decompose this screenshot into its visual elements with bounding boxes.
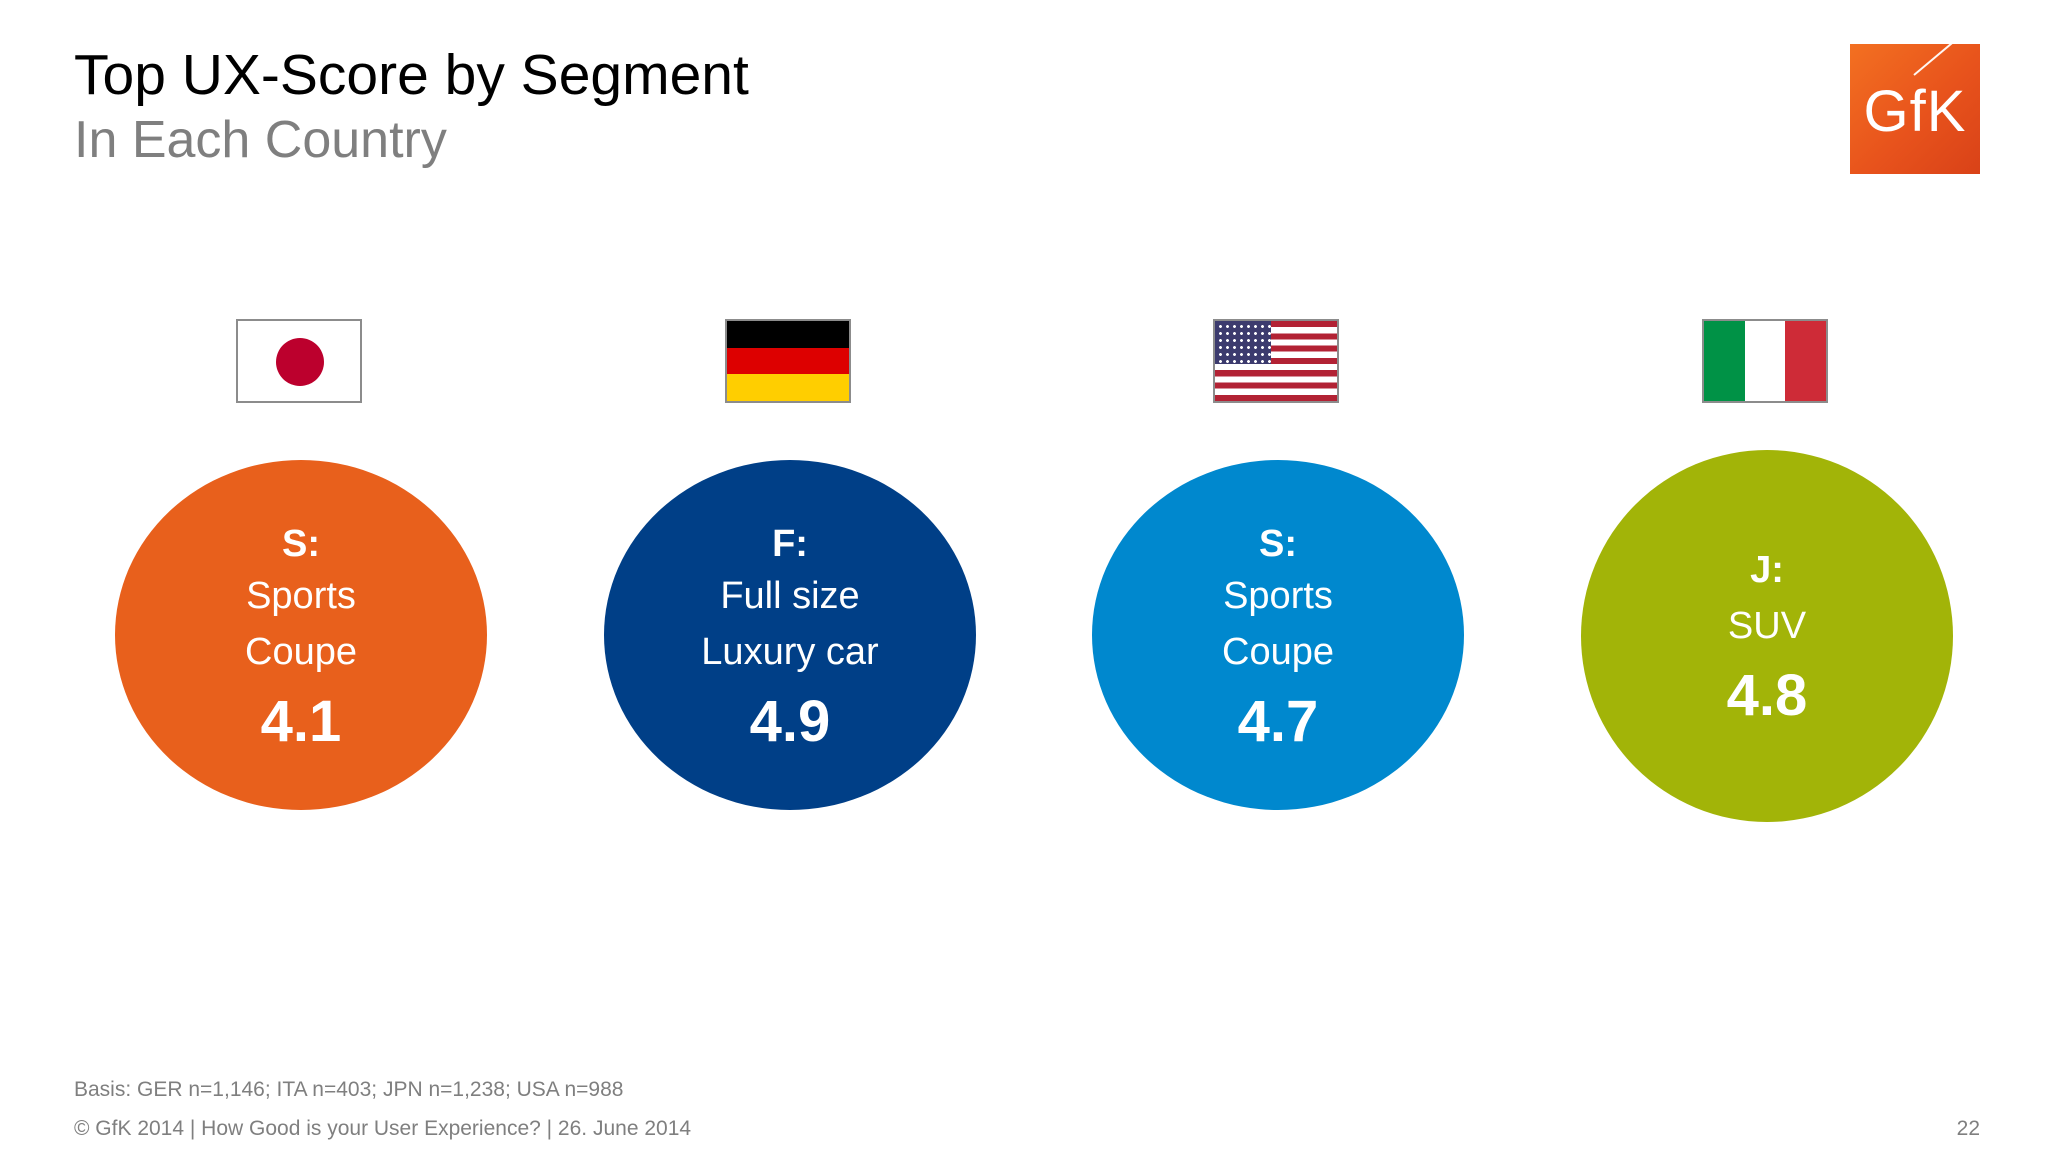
- segment-circle-germany: F: Full size Luxury car 4.9: [604, 460, 976, 810]
- segment-circle-usa: S: Sports Coupe 4.7: [1092, 460, 1464, 810]
- segment-name-line-1: SUV: [1727, 605, 1807, 647]
- sample-basis-note: Basis: GER n=1,146; ITA n=403; JPN n=1,2…: [74, 1078, 624, 1101]
- gfk-logo: GfK: [1850, 44, 1980, 174]
- italy-flag-red-band: [1785, 321, 1826, 401]
- ux-score: 4.9: [749, 689, 831, 754]
- japan-flag-icon: [236, 319, 362, 403]
- italy-flag-green-band: [1704, 321, 1745, 401]
- slide-subtitle: In Each Country: [74, 111, 447, 169]
- slide-title: Top UX-Score by Segment: [74, 43, 749, 107]
- segment-name-line-2: Luxury car: [701, 631, 879, 673]
- segment-name-line-2: Coupe: [1222, 631, 1334, 673]
- usa-flag-icon: [1213, 319, 1339, 403]
- japan-flag-sun: [276, 338, 324, 386]
- segment-name-line-1: Sports: [246, 575, 356, 617]
- segment-name-line-1: Full size: [720, 575, 860, 617]
- logo-text: GfK: [1863, 79, 1967, 144]
- ux-score: 4.7: [1237, 689, 1319, 754]
- italy-flag-icon: [1702, 319, 1828, 403]
- segment-name-line-2: Coupe: [245, 631, 357, 673]
- ux-score: 4.8: [1726, 663, 1808, 728]
- germany-flag-black-stripe: [727, 321, 849, 348]
- germany-flag-gold-stripe: [727, 374, 849, 401]
- logo-slash-mark: [1913, 44, 1980, 76]
- segment-code: J:: [1750, 549, 1784, 591]
- copyright-footer: © GfK 2014 | How Good is your User Exper…: [74, 1117, 692, 1140]
- ux-score: 4.1: [260, 689, 342, 754]
- segment-name-line-1: Sports: [1223, 575, 1333, 617]
- segment-code: F:: [772, 523, 808, 565]
- segment-code: S:: [282, 523, 320, 565]
- segment-code: S:: [1259, 523, 1297, 565]
- italy-flag-white-band: [1744, 321, 1786, 401]
- germany-flag-red-stripe: [727, 347, 849, 375]
- segment-circle-italy: J: SUV 4.8: [1581, 450, 1953, 822]
- usa-flag-canton: [1215, 321, 1272, 365]
- segment-circle-japan: S: Sports Coupe 4.1: [115, 460, 487, 810]
- page-number: 22: [1956, 1117, 1980, 1140]
- germany-flag-icon: [725, 319, 851, 403]
